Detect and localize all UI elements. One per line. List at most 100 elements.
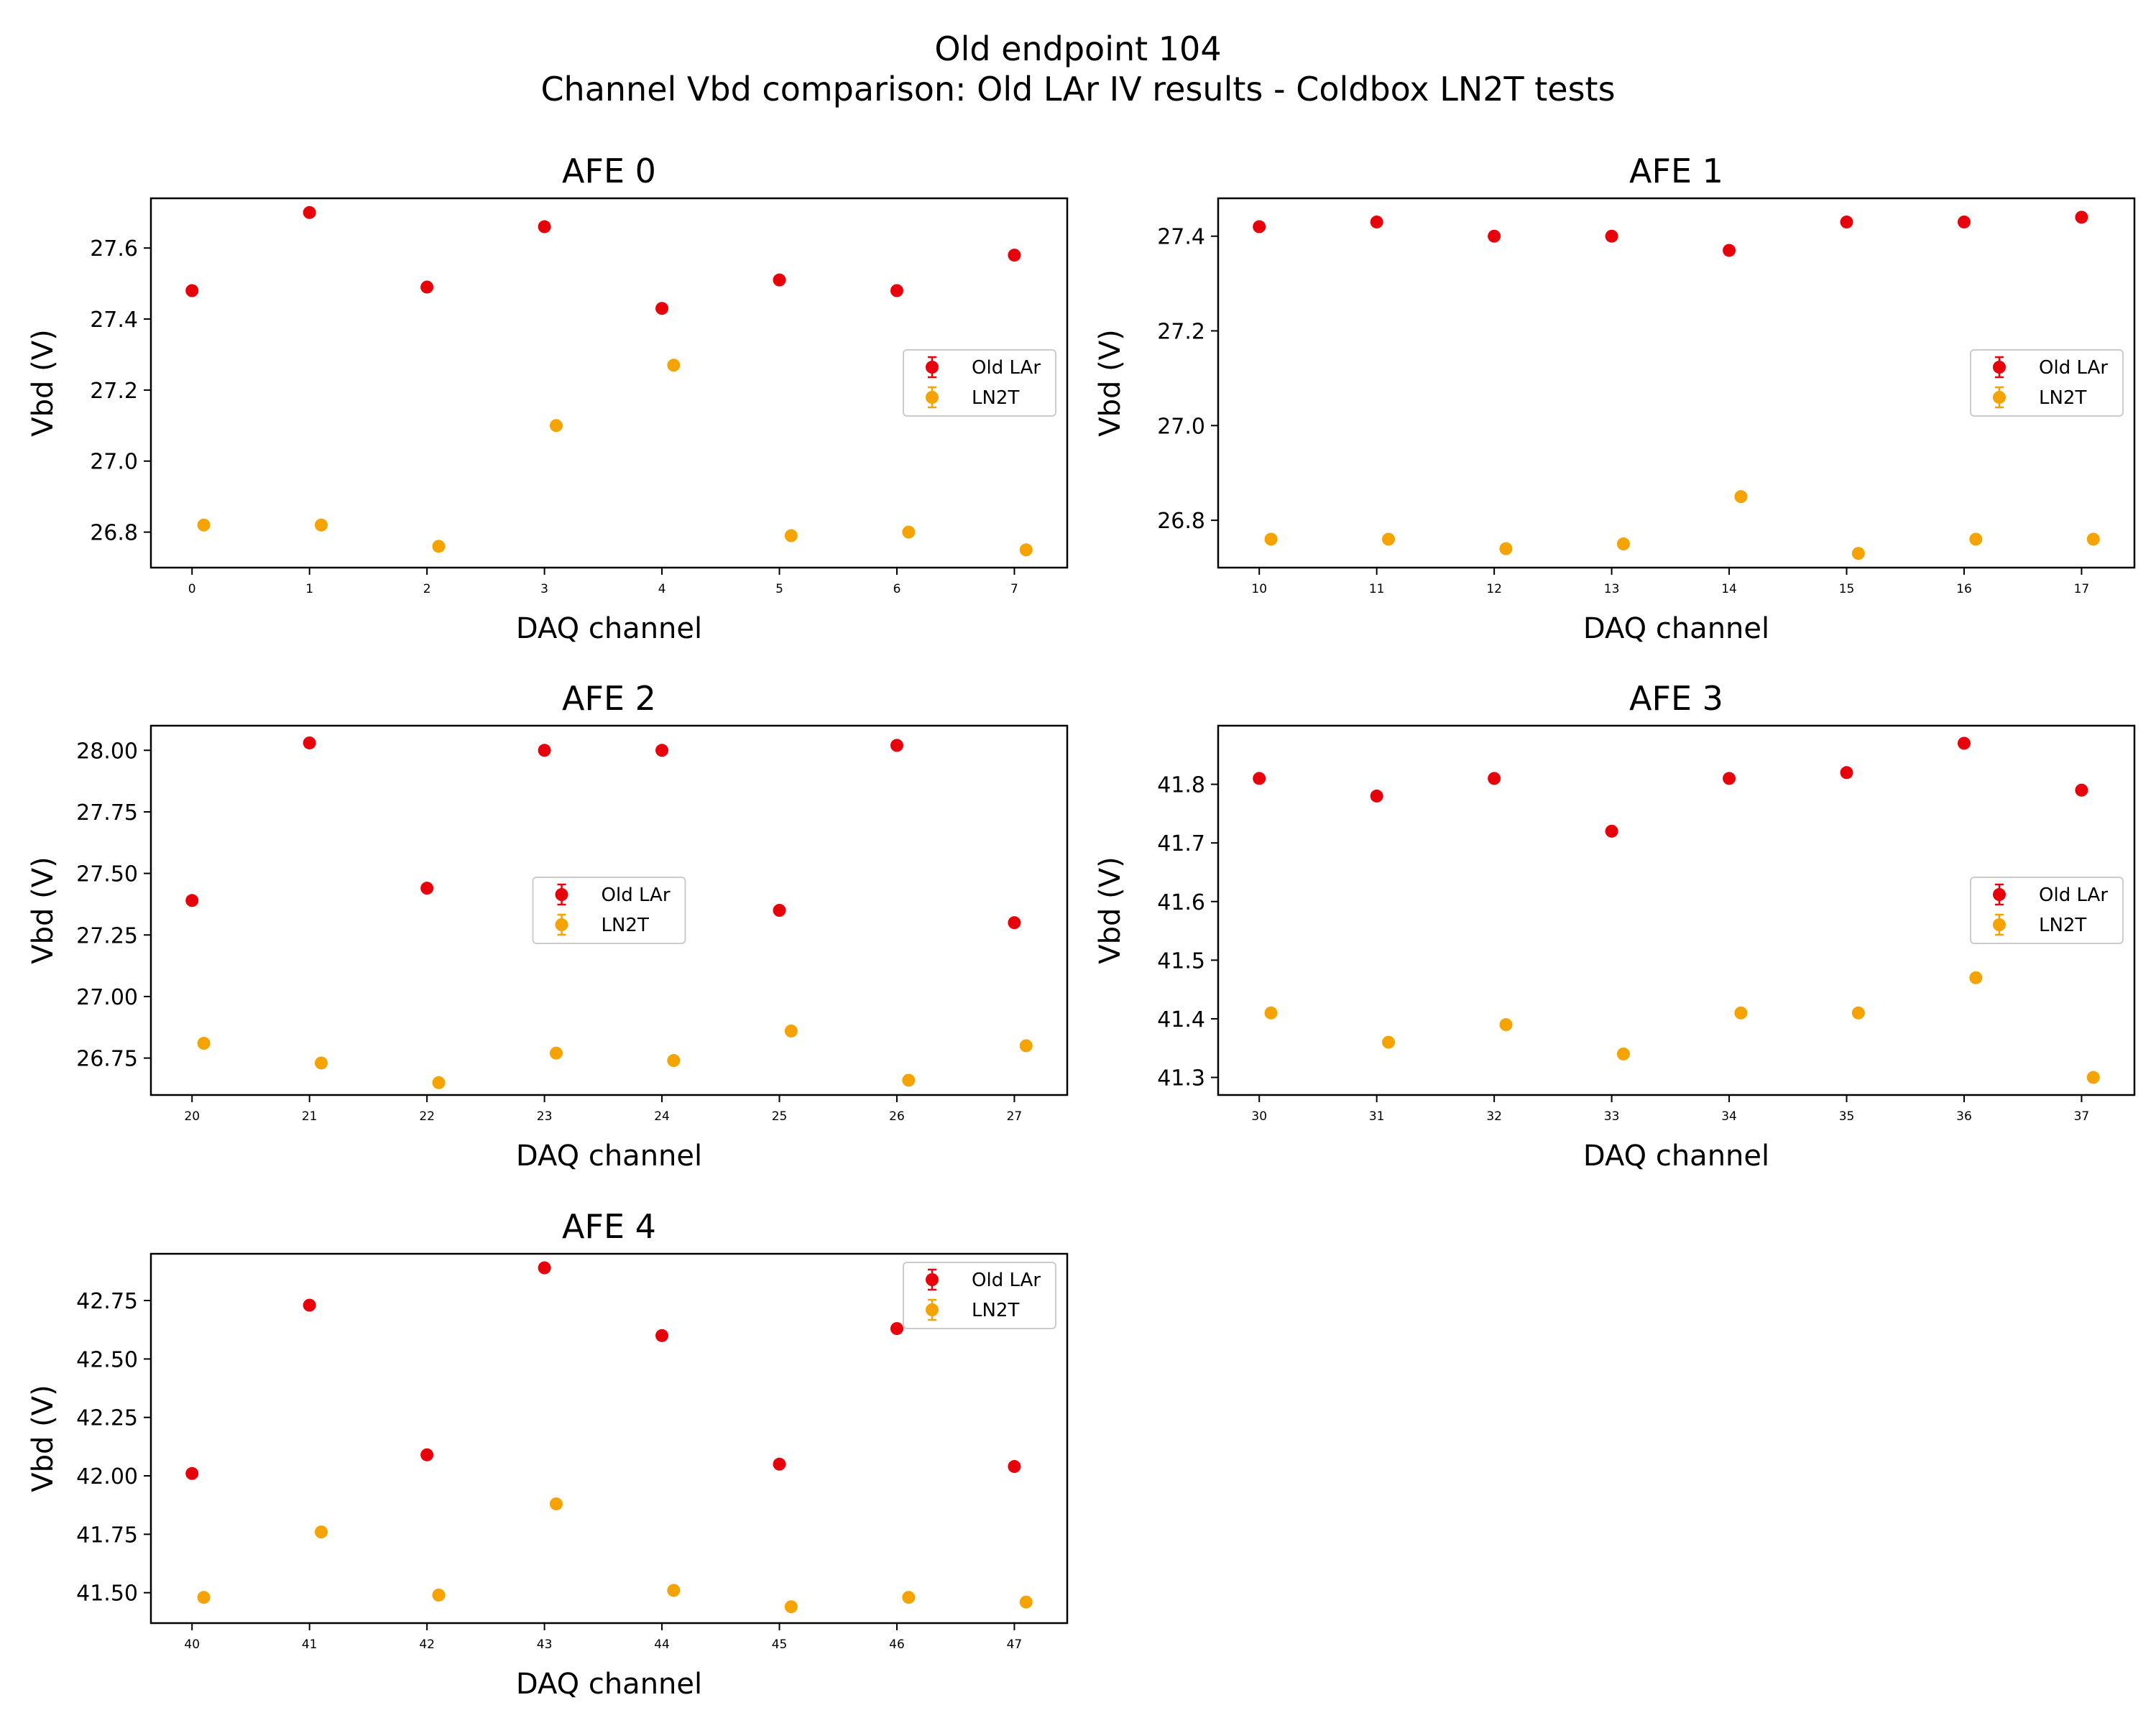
y-axis-label: Vbd (V) [27, 329, 60, 436]
x-tick-label: 27 [1007, 1109, 1023, 1124]
x-tick-label: 6 [893, 582, 901, 596]
y-tick-label: 27.2 [1157, 320, 1205, 345]
data-point [902, 1073, 916, 1087]
legend-label: LN2T [972, 1300, 1019, 1321]
data-point [1499, 1018, 1513, 1032]
legend: Old LAr LN2T [903, 349, 1056, 417]
series-ln2t [197, 1024, 1033, 1089]
data-point [773, 1457, 786, 1471]
data-point [667, 1584, 681, 1597]
data-point [1264, 1006, 1278, 1020]
legend-marker [555, 888, 568, 901]
y-tick-label: 27.4 [90, 308, 138, 333]
legend: Old LAr LN2T [1970, 349, 2124, 417]
legend-box [903, 349, 1056, 417]
y-tick-label: 27.0 [90, 450, 138, 475]
data-point [303, 205, 316, 219]
data-point [315, 1056, 328, 1070]
x-tick-label: 23 [537, 1109, 553, 1124]
legend-marker [926, 361, 939, 374]
data-point [2075, 211, 2088, 224]
data-point [1499, 542, 1513, 555]
data-point [667, 359, 681, 372]
x-tick-label: 37 [2074, 1109, 2090, 1124]
y-tick-label: 41.5 [1157, 948, 1205, 974]
x-tick-label: 15 [1839, 582, 1855, 596]
y-tick-label: 27.0 [1157, 414, 1205, 439]
series-ln2t [197, 359, 1033, 557]
x-tick-label: 26 [889, 1109, 905, 1124]
data-point [549, 1497, 563, 1511]
y-tick-label: 27.2 [90, 379, 138, 404]
y-tick-label: 42.50 [76, 1347, 138, 1372]
axes-frame [149, 724, 1069, 1096]
x-axis-label: DAQ channel [516, 1140, 702, 1173]
legend-marker [1993, 391, 2006, 404]
data-point [1370, 215, 1383, 228]
legend-label: LN2T [972, 387, 1019, 409]
legend-label: Old LAr [972, 1270, 1041, 1291]
data-point [2086, 532, 2100, 546]
x-tick-label: 35 [1839, 1109, 1855, 1124]
data-point [185, 1466, 199, 1480]
legend-box [1970, 349, 2124, 417]
data-point [1008, 249, 1021, 262]
legend-label: LN2T [602, 915, 649, 936]
y-tick-label: 27.25 [76, 923, 138, 948]
subplot-title: AFE 4 [562, 1207, 656, 1246]
x-tick-label: 13 [1604, 582, 1620, 596]
legend-label: Old LAr [2039, 357, 2108, 379]
x-axis-label: DAQ channel [516, 612, 702, 645]
data-point [1957, 736, 1971, 750]
x-tick-label: 7 [1010, 582, 1018, 596]
y-tick-label: 41.75 [76, 1523, 138, 1548]
data-point [1734, 1006, 1748, 1020]
y-tick-label: 26.75 [76, 1047, 138, 1072]
legend-marker [926, 1273, 939, 1286]
series-old-lar [1253, 736, 2088, 838]
x-tick-label: 21 [302, 1109, 318, 1124]
data-point [1605, 824, 1618, 838]
series-ln2t [1264, 971, 2100, 1084]
data-point [197, 518, 211, 532]
subplot-title: AFE 3 [1629, 679, 1723, 718]
data-point [1723, 244, 1736, 257]
y-tick-label: 26.8 [90, 521, 138, 546]
legend-label: Old LAr [972, 357, 1041, 379]
data-point [773, 904, 786, 917]
y-tick-label: 27.6 [90, 236, 138, 262]
x-tick-label: 10 [1251, 582, 1267, 596]
data-point [2075, 783, 2088, 797]
data-point [420, 280, 434, 294]
x-tick-label: 47 [1007, 1637, 1023, 1652]
y-tick-label: 42.00 [76, 1464, 138, 1489]
data-point [1957, 215, 1971, 228]
x-axis-label: DAQ channel [516, 1668, 702, 1701]
data-point [1253, 220, 1266, 234]
data-point [655, 744, 669, 757]
axes-frame [1217, 197, 2136, 569]
x-tick-label: 33 [1604, 1109, 1620, 1124]
y-tick-label: 27.4 [1157, 225, 1205, 250]
data-point [902, 525, 916, 539]
x-tick-label: 20 [184, 1109, 200, 1124]
x-axis-label: DAQ channel [1583, 612, 1769, 645]
legend-marker [1993, 888, 2006, 901]
y-tick-label: 27.00 [76, 985, 138, 1010]
subplot-afe-4: AFE 4 40 41 42 43 44 45 46 47 41.50 41.75 42.00 42.2… [27, 1207, 1069, 1701]
data-point [1969, 971, 1983, 984]
data-point [1605, 229, 1618, 243]
data-point [549, 419, 563, 433]
data-point [185, 284, 199, 297]
data-point [1019, 543, 1033, 557]
data-point [667, 1054, 681, 1068]
x-tick-label: 32 [1486, 1109, 1502, 1124]
data-point [197, 1591, 211, 1604]
data-point [1488, 772, 1501, 785]
data-point [1264, 532, 1278, 546]
data-point [1370, 789, 1383, 803]
legend: Old LAr LN2T [903, 1262, 1056, 1329]
